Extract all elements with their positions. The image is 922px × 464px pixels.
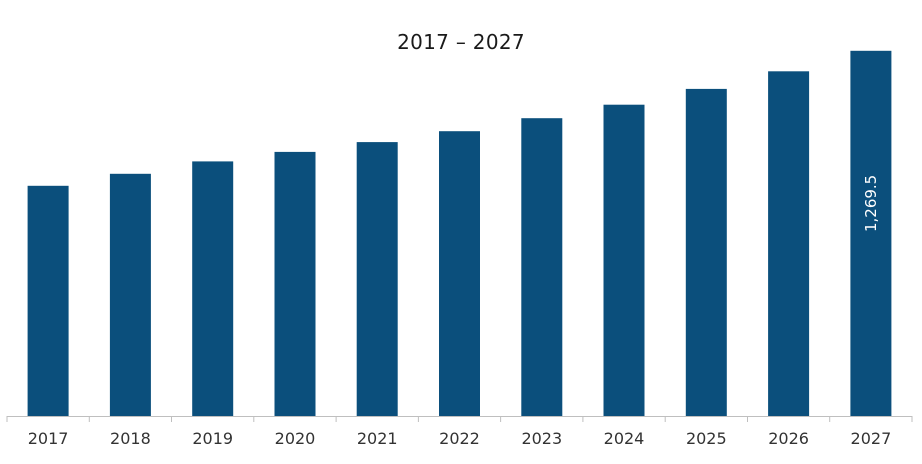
x-tick-label-2025: 2025 [686,429,727,448]
bar-2019 [192,161,234,416]
bar-2024 [603,104,645,416]
x-tick-label-2021: 2021 [357,429,398,448]
bar-2023 [521,118,563,416]
x-tick-label-2026: 2026 [768,429,809,448]
data-label-2027: 1,269.5 [862,175,880,232]
bar-2021 [356,142,398,416]
x-tick-label-2022: 2022 [439,429,480,448]
bar-2022 [439,131,480,416]
x-tick-label-2019: 2019 [192,429,233,448]
chart-title: 2017 – 2027 [397,30,525,54]
x-tick-label-2023: 2023 [521,429,562,448]
bar-2025 [685,88,727,417]
bar-2026 [768,71,810,417]
bar-2020 [274,151,316,416]
x-tick-label-2017: 2017 [28,429,69,448]
x-tick-label-2024: 2024 [604,429,645,448]
x-tick-label-2020: 2020 [275,429,316,448]
x-tick-label-2027: 2027 [851,429,892,448]
bar-2017 [27,185,69,416]
bar-2018 [109,173,151,416]
bar-2027 [850,50,892,417]
x-tick-label-2018: 2018 [110,429,151,448]
